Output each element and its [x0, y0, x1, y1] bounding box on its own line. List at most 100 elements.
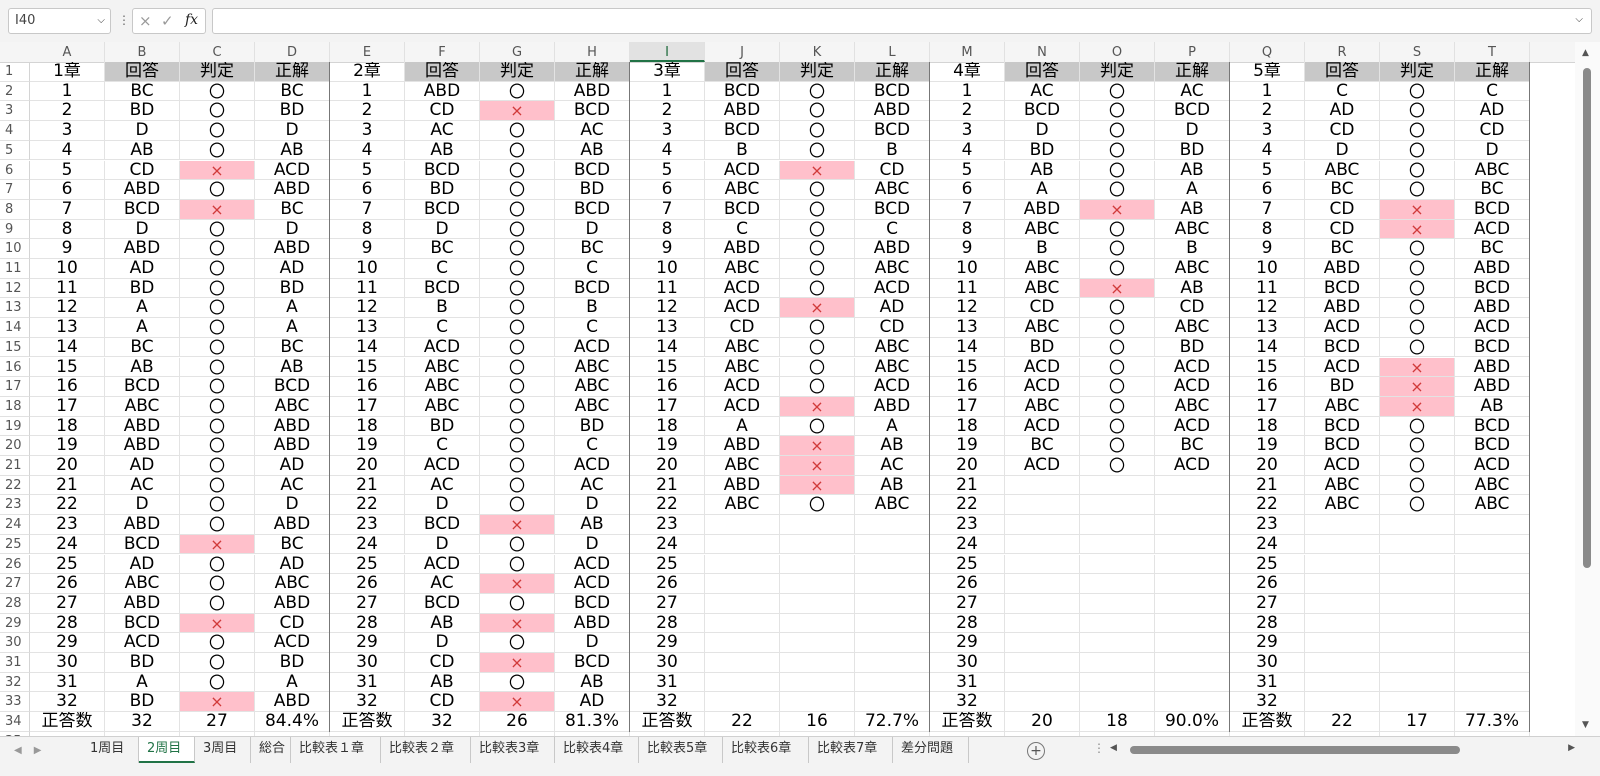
row-header-20[interactable]: 20 — [0, 436, 30, 456]
correct-answer-cell[interactable]: AB — [1155, 160, 1230, 181]
empty-cell[interactable] — [855, 515, 930, 535]
answer-cell[interactable]: ABC — [405, 357, 480, 378]
total-right[interactable]: 26 — [480, 712, 555, 732]
judge-right-cell[interactable]: 〇 — [180, 456, 255, 476]
total-label[interactable]: 正答数 — [330, 712, 405, 732]
correct-answer-cell[interactable]: ACD — [255, 633, 330, 653]
sheet-tab-1[interactable]: 1周目 — [82, 737, 139, 763]
question-number[interactable]: 27 — [30, 593, 105, 614]
judge-right-cell[interactable]: 〇 — [1080, 396, 1155, 417]
question-number[interactable]: 30 — [330, 653, 405, 673]
question-number[interactable]: 21 — [930, 475, 1005, 496]
judge-wrong-cell[interactable]: × — [780, 160, 855, 181]
correct-answer-cell[interactable]: D — [255, 495, 330, 516]
question-number[interactable]: 7 — [30, 199, 105, 220]
judge-right-cell[interactable]: 〇 — [1380, 259, 1455, 279]
empty-cell[interactable] — [1080, 574, 1155, 594]
row-header-12[interactable]: 12 — [0, 278, 30, 299]
question-number[interactable]: 28 — [330, 613, 405, 634]
row-header-14[interactable]: 14 — [0, 318, 30, 338]
empty-cell[interactable] — [705, 613, 780, 634]
answer-header[interactable]: 回答 — [1305, 62, 1380, 82]
judge-right-cell[interactable]: 〇 — [1380, 121, 1455, 141]
answer-cell[interactable]: ABD — [105, 239, 180, 259]
question-number[interactable]: 13 — [1230, 318, 1305, 338]
judge-right-cell[interactable]: 〇 — [180, 475, 255, 496]
total-rate[interactable]: 77.3% — [1455, 712, 1530, 732]
question-number[interactable]: 4 — [30, 140, 105, 161]
question-number[interactable]: 25 — [30, 554, 105, 575]
correct-answer-cell[interactable]: ACD — [1155, 357, 1230, 378]
judge-right-cell[interactable]: 〇 — [1080, 318, 1155, 338]
question-number[interactable]: 2 — [630, 101, 705, 122]
row-header-33[interactable]: 33 — [0, 692, 30, 713]
sheet-tab-12[interactable]: 差分問題 — [893, 737, 969, 763]
column-header-h[interactable]: H — [555, 42, 630, 62]
judge-right-cell[interactable]: 〇 — [480, 81, 555, 102]
judge-right-cell[interactable]: 〇 — [180, 357, 255, 378]
answer-cell[interactable]: D — [405, 534, 480, 555]
correct-answer-cell[interactable]: ABC — [1155, 219, 1230, 240]
question-number[interactable]: 2 — [930, 101, 1005, 122]
judge-right-cell[interactable]: 〇 — [480, 495, 555, 516]
empty-cell[interactable] — [1080, 672, 1155, 693]
judge-right-cell[interactable]: 〇 — [1380, 337, 1455, 358]
judge-right-cell[interactable]: 〇 — [480, 456, 555, 476]
correct-answer-cell[interactable]: ABC — [1155, 396, 1230, 417]
correct-answer-cell[interactable]: AB — [555, 140, 630, 161]
correct-answer-cell[interactable]: ABC — [1455, 475, 1530, 496]
answer-cell[interactable]: ABD — [405, 81, 480, 102]
question-number[interactable]: 26 — [930, 574, 1005, 594]
question-number[interactable]: 17 — [30, 396, 105, 417]
question-number[interactable]: 10 — [930, 259, 1005, 279]
empty-cell[interactable] — [1005, 475, 1080, 496]
correct-answer-cell[interactable]: AB — [255, 140, 330, 161]
empty-cell[interactable] — [1380, 653, 1455, 673]
correct-answer-cell[interactable]: AD — [255, 259, 330, 279]
empty-cell[interactable] — [1080, 515, 1155, 535]
question-number[interactable]: 20 — [330, 456, 405, 476]
answer-cell[interactable]: ABC — [1305, 495, 1380, 516]
answer-cell[interactable]: D — [105, 219, 180, 240]
answer-cell[interactable]: ACD — [1005, 377, 1080, 397]
judge-right-cell[interactable]: 〇 — [1080, 436, 1155, 456]
judge-wrong-cell[interactable]: × — [1380, 377, 1455, 397]
empty-cell[interactable] — [1080, 475, 1155, 496]
answer-cell[interactable]: ABD — [1005, 199, 1080, 220]
judge-wrong-cell[interactable]: × — [180, 160, 255, 181]
empty-cell[interactable] — [1305, 554, 1380, 575]
empty-cell[interactable] — [180, 731, 255, 736]
judge-right-cell[interactable]: 〇 — [480, 436, 555, 456]
empty-cell[interactable] — [1455, 613, 1530, 634]
correct-header[interactable]: 正解 — [1155, 62, 1230, 82]
column-header-p[interactable]: P — [1155, 42, 1230, 62]
answer-cell[interactable]: AD — [105, 259, 180, 279]
empty-cell[interactable] — [1155, 731, 1230, 736]
question-number[interactable]: 22 — [1230, 495, 1305, 516]
empty-cell[interactable] — [1005, 515, 1080, 535]
answer-cell[interactable]: ABC — [705, 259, 780, 279]
judge-right-cell[interactable]: 〇 — [180, 318, 255, 338]
judge-wrong-cell[interactable]: × — [1380, 357, 1455, 378]
judge-right-cell[interactable]: 〇 — [1080, 219, 1155, 240]
empty-cell[interactable] — [780, 692, 855, 713]
question-number[interactable]: 19 — [330, 436, 405, 456]
tab-nav-arrows-icon[interactable]: ◀▶ — [14, 745, 54, 756]
answer-cell[interactable]: AD — [1305, 101, 1380, 122]
answer-cell[interactable]: ACD — [1305, 318, 1380, 338]
question-number[interactable]: 5 — [930, 160, 1005, 181]
empty-cell[interactable] — [1005, 554, 1080, 575]
correct-answer-cell[interactable]: BCD — [555, 653, 630, 673]
question-number[interactable]: 20 — [630, 456, 705, 476]
answer-cell[interactable]: BCD — [1305, 337, 1380, 358]
question-number[interactable]: 19 — [630, 436, 705, 456]
judge-right-cell[interactable]: 〇 — [480, 672, 555, 693]
answer-cell[interactable]: ABD — [705, 239, 780, 259]
answer-cell[interactable]: ABC — [705, 357, 780, 378]
answer-cell[interactable]: B — [405, 298, 480, 319]
correct-answer-cell[interactable]: BCD — [555, 199, 630, 220]
empty-cell[interactable] — [1305, 613, 1380, 634]
empty-cell[interactable] — [1155, 653, 1230, 673]
correct-answer-cell[interactable]: BCD — [255, 377, 330, 397]
answer-cell[interactable]: ABC — [1005, 259, 1080, 279]
